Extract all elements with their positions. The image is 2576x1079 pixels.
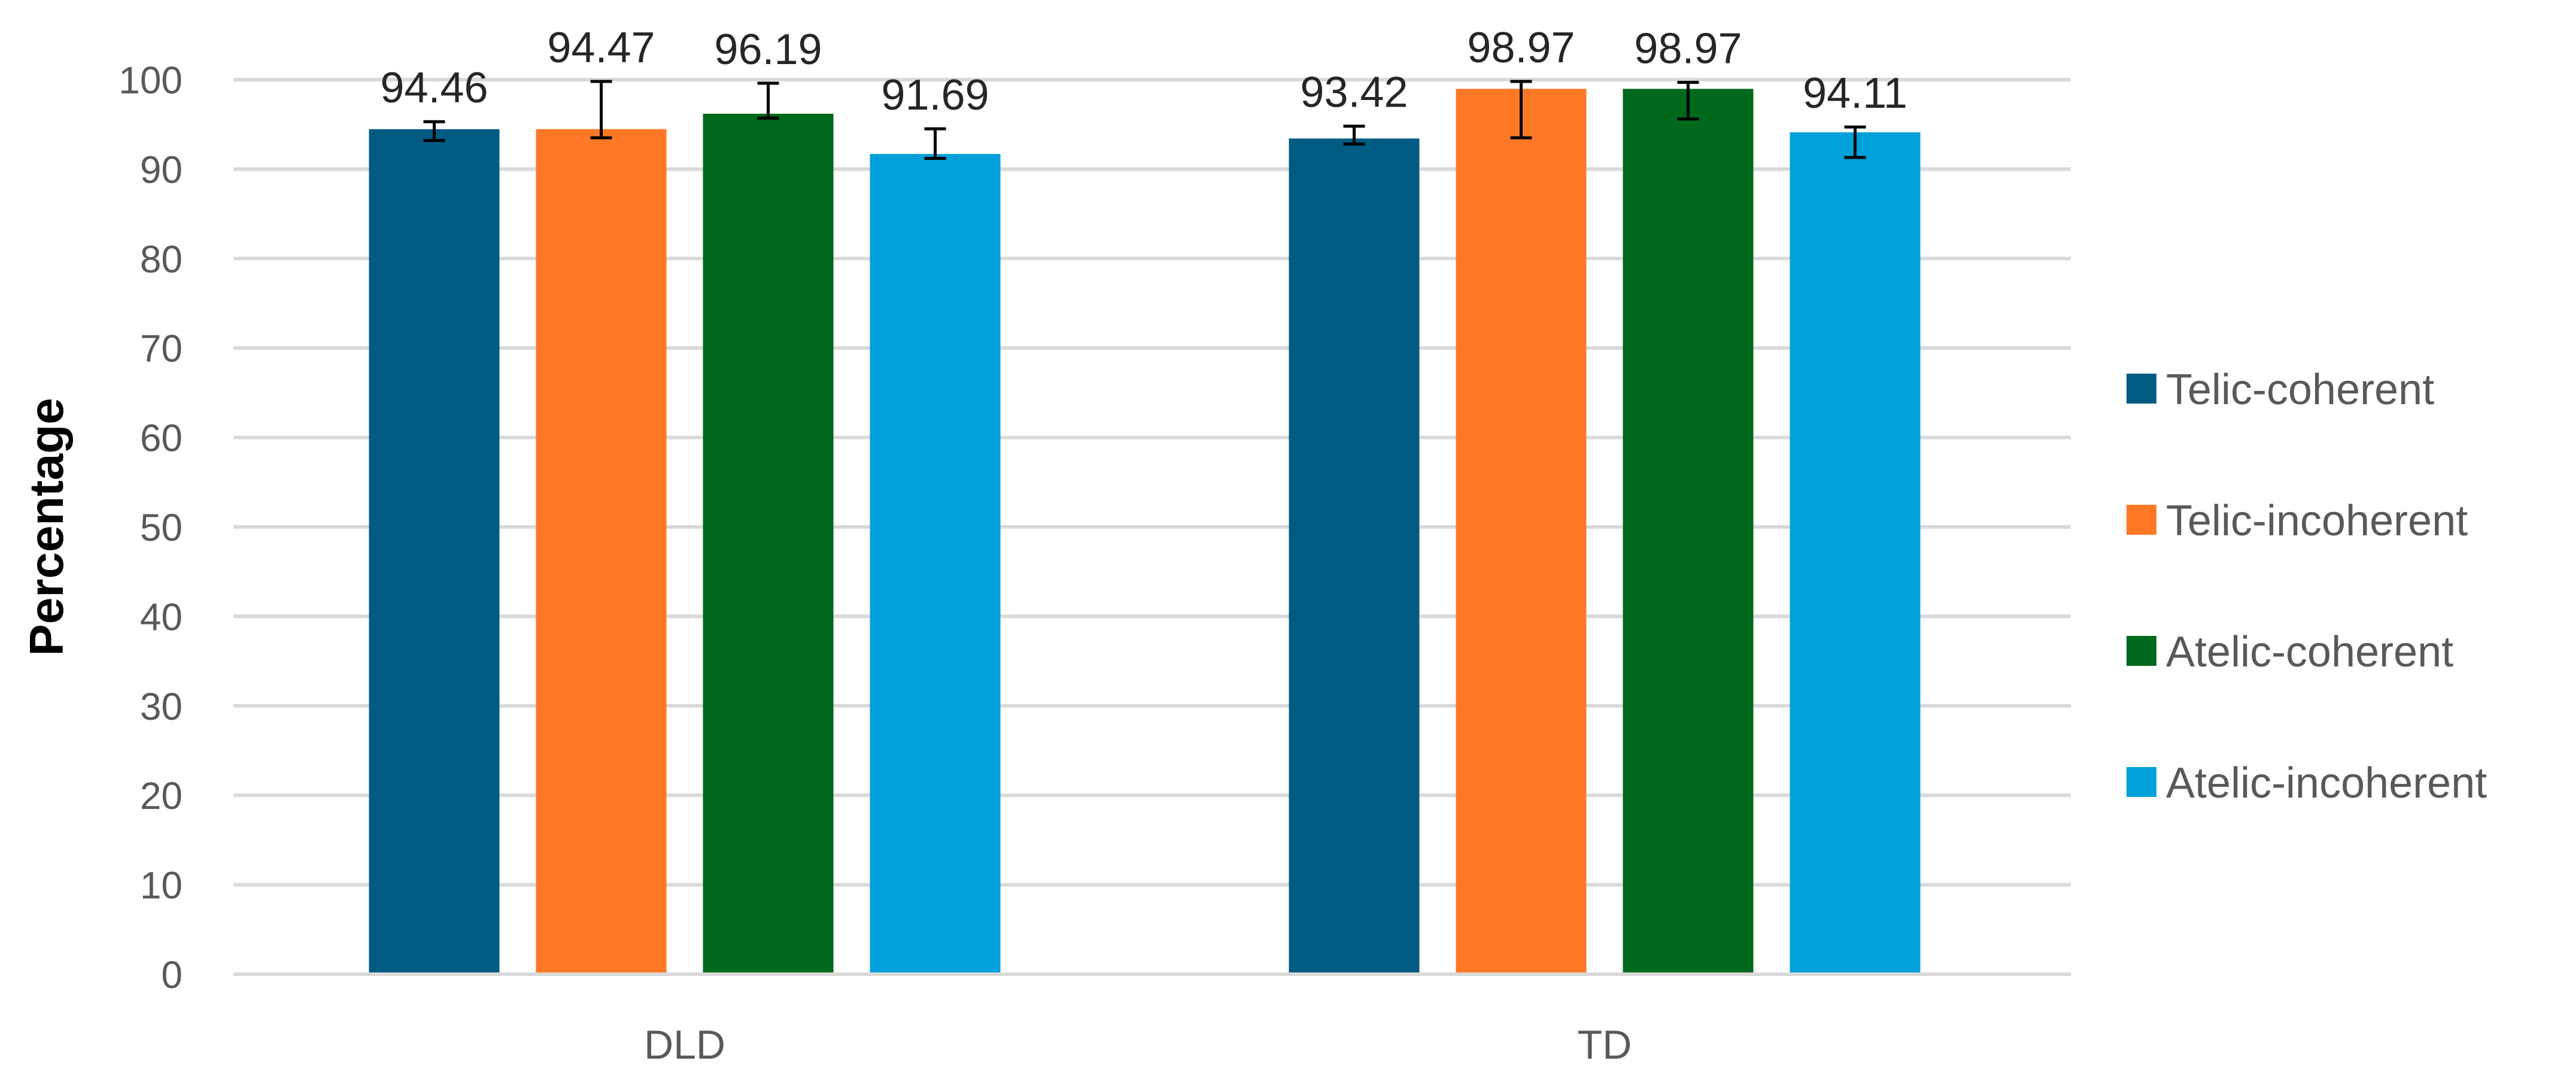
data-label: 93.42 bbox=[1300, 69, 1408, 117]
legend-swatch bbox=[2127, 636, 2156, 666]
legend-label: Telic-incoherent bbox=[2166, 497, 2468, 545]
x-tick-label: DLD bbox=[644, 1022, 725, 1068]
data-label: 91.69 bbox=[881, 71, 989, 119]
error-bar bbox=[757, 81, 779, 120]
data-label: 98.97 bbox=[1634, 25, 1742, 72]
legend-label: Atelic-coherent bbox=[2166, 628, 2453, 676]
y-tick-label: 70 bbox=[140, 327, 183, 370]
y-tick-label: 50 bbox=[140, 506, 183, 549]
bar bbox=[870, 154, 1001, 975]
y-tick-label: 10 bbox=[140, 864, 183, 907]
data-label: 94.47 bbox=[547, 24, 655, 72]
y-axis-title: Percentage bbox=[20, 398, 73, 656]
error-bar bbox=[1677, 80, 1699, 121]
legend-label: Telic-coherent bbox=[2166, 366, 2434, 414]
error-bars bbox=[423, 80, 1866, 160]
bar bbox=[1456, 89, 1587, 975]
data-labels: 94.46 93.42 94.47 98.97 96.19 98.97 91.69 94.11 bbox=[380, 24, 1907, 119]
legend-label: Atelic-incoherent bbox=[2166, 759, 2487, 807]
bar bbox=[369, 129, 500, 975]
y-tick-label: 80 bbox=[140, 238, 183, 281]
y-tick-label: 40 bbox=[140, 595, 183, 638]
y-tick-label: 60 bbox=[140, 417, 183, 460]
y-tick-label: 90 bbox=[140, 148, 183, 191]
error-bar bbox=[590, 80, 612, 140]
y-tick-label: 0 bbox=[161, 953, 183, 996]
legend-swatch bbox=[2127, 505, 2156, 535]
error-bar bbox=[423, 120, 445, 143]
data-label: 94.46 bbox=[380, 64, 488, 112]
legend: Telic-coherent Telic-incoherent Atelic-coh… bbox=[2127, 366, 2487, 807]
bars bbox=[369, 89, 1921, 975]
y-axis-ticks: 0 10 20 30 40 50 60 70 80 90 100 bbox=[119, 59, 183, 996]
y-tick-label: 30 bbox=[140, 685, 183, 728]
error-bar bbox=[1510, 80, 1532, 140]
data-label: 98.97 bbox=[1467, 24, 1575, 72]
legend-swatch bbox=[2127, 374, 2156, 404]
legend-swatch bbox=[2127, 767, 2156, 797]
x-axis: DLD TD bbox=[233, 972, 2071, 1068]
y-tick-label: 100 bbox=[119, 59, 183, 102]
error-bar bbox=[1844, 125, 1866, 159]
bar bbox=[703, 113, 834, 975]
y-tick-label: 20 bbox=[140, 774, 183, 817]
error-bar bbox=[1343, 125, 1365, 146]
bar bbox=[1289, 138, 1420, 975]
x-tick-label: TD bbox=[1578, 1022, 1632, 1068]
data-label: 96.19 bbox=[714, 26, 822, 74]
bar bbox=[1790, 132, 1921, 975]
bar bbox=[536, 129, 667, 975]
error-bar bbox=[924, 127, 946, 160]
data-label: 94.11 bbox=[1803, 69, 1907, 117]
bar bbox=[1623, 89, 1754, 975]
